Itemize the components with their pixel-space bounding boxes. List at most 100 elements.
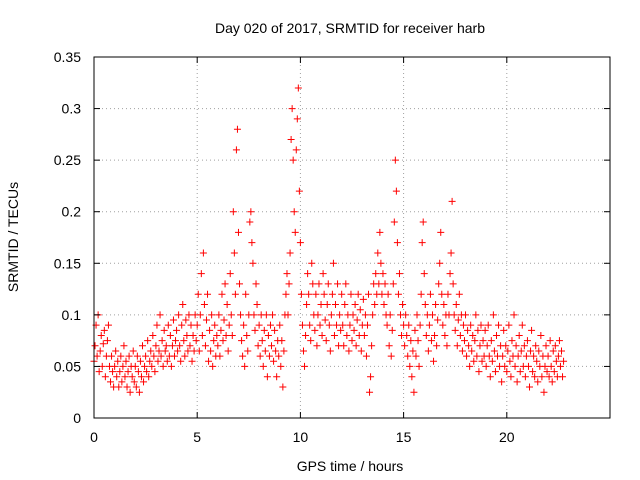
- data-point: [229, 208, 237, 216]
- data-point: [134, 368, 142, 376]
- data-point: [269, 311, 277, 319]
- data-point: [481, 326, 489, 334]
- data-point: [306, 321, 314, 329]
- data-point: [463, 352, 471, 360]
- data-point: [205, 357, 213, 365]
- data-point: [449, 280, 457, 288]
- data-point: [502, 342, 510, 350]
- data-point: [109, 368, 117, 376]
- data-point: [128, 373, 136, 381]
- data-point: [378, 290, 386, 298]
- data-point: [107, 378, 115, 386]
- data-point: [528, 326, 536, 334]
- data-point: [372, 270, 380, 278]
- data-point: [394, 290, 402, 298]
- data-point: [363, 321, 371, 329]
- data-point: [144, 337, 152, 345]
- data-points: [90, 84, 568, 396]
- data-point: [328, 290, 336, 298]
- data-point: [450, 311, 458, 319]
- data-point: [334, 280, 342, 288]
- data-point: [359, 295, 367, 303]
- data-point: [365, 290, 373, 298]
- data-point: [305, 290, 313, 298]
- data-point: [425, 321, 433, 329]
- data-point: [516, 368, 524, 376]
- data-point: [468, 347, 476, 355]
- data-point: [316, 321, 324, 329]
- data-point: [352, 342, 360, 350]
- data-point: [522, 352, 530, 360]
- data-point: [384, 290, 392, 298]
- data-point: [379, 270, 387, 278]
- data-point: [324, 280, 332, 288]
- data-point: [548, 378, 556, 386]
- data-point: [438, 290, 446, 298]
- data-point: [486, 373, 494, 381]
- data-point: [350, 326, 358, 334]
- data-point: [263, 373, 271, 381]
- data-point: [444, 290, 452, 298]
- data-point: [250, 311, 258, 319]
- data-point: [139, 342, 147, 350]
- x-tick-label: 0: [90, 429, 98, 445]
- data-point: [551, 342, 559, 350]
- data-point: [304, 270, 312, 278]
- data-point: [196, 311, 204, 319]
- data-point: [392, 187, 400, 195]
- data-point: [238, 337, 246, 345]
- data-point: [326, 347, 334, 355]
- data-point: [308, 259, 316, 267]
- data-point: [518, 321, 526, 329]
- data-point: [535, 347, 543, 355]
- data-point: [418, 239, 426, 247]
- data-point: [454, 316, 462, 324]
- data-point: [301, 362, 309, 370]
- data-point: [407, 337, 415, 345]
- data-point: [223, 301, 231, 309]
- data-point: [508, 337, 516, 345]
- data-point: [380, 301, 388, 309]
- data-point: [483, 342, 491, 350]
- data-point: [510, 311, 518, 319]
- data-point: [295, 187, 303, 195]
- data-point: [527, 347, 535, 355]
- data-point: [368, 342, 376, 350]
- data-point: [97, 331, 105, 339]
- data-point: [547, 362, 555, 370]
- data-point: [271, 326, 279, 334]
- data-point: [137, 373, 145, 381]
- data-point: [533, 357, 541, 365]
- data-point: [427, 337, 435, 345]
- data-point: [181, 352, 189, 360]
- data-point: [179, 301, 187, 309]
- data-point: [482, 362, 490, 370]
- data-point: [133, 352, 141, 360]
- data-point: [452, 301, 460, 309]
- data-point: [342, 280, 350, 288]
- data-point: [242, 290, 250, 298]
- data-point: [253, 301, 261, 309]
- data-point: [431, 331, 439, 339]
- data-point: [514, 352, 522, 360]
- data-point: [343, 331, 351, 339]
- data-point: [337, 326, 345, 334]
- data-point: [170, 352, 178, 360]
- data-point: [443, 342, 451, 350]
- data-point: [345, 347, 353, 355]
- data-point: [187, 321, 195, 329]
- data-point: [264, 331, 272, 339]
- data-point: [477, 321, 485, 329]
- chart-title: Day 020 of 2017, SRMTID for receiver har…: [215, 20, 485, 36]
- data-point: [247, 208, 255, 216]
- data-point: [465, 342, 473, 350]
- data-point: [346, 321, 354, 329]
- data-point: [318, 331, 326, 339]
- data-point: [417, 290, 425, 298]
- data-point: [366, 388, 374, 396]
- data-point: [256, 352, 264, 360]
- y-tick-label: 0.3: [62, 101, 82, 117]
- data-point: [276, 321, 284, 329]
- y-axis-title: SRMTID / TECUs: [5, 182, 21, 292]
- data-point: [115, 383, 123, 391]
